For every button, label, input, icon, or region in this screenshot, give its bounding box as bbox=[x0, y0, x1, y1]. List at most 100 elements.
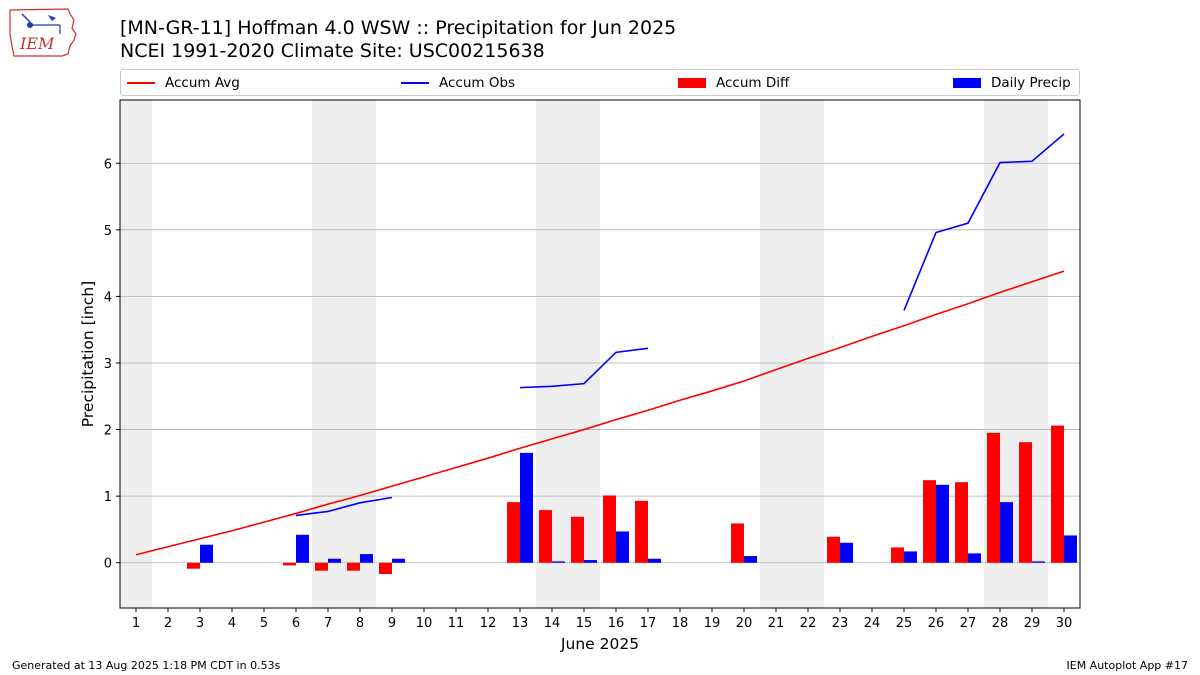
accum-diff-bar bbox=[827, 536, 840, 563]
weekend-band bbox=[760, 100, 792, 608]
accum-diff-bar bbox=[1051, 425, 1064, 563]
x-axis-label: June 2025 bbox=[560, 635, 639, 653]
x-tick-label: 5 bbox=[260, 616, 268, 631]
daily-precip-bar bbox=[360, 554, 373, 563]
x-tick-label: 21 bbox=[768, 616, 785, 631]
daily-precip-bar bbox=[1000, 502, 1013, 563]
x-axis: 1 2 3 4 5 6 7 8 9 10 11 12 13 14 15 16 17 18 19 20 21 22 23 24 2… bbox=[132, 608, 1072, 631]
legend-swatch-accum-diff bbox=[678, 77, 706, 88]
daily-precip-bar bbox=[584, 560, 597, 563]
y-tick-label: 0 bbox=[104, 557, 112, 572]
x-tick-label: 26 bbox=[928, 616, 945, 631]
accum-diff-bar bbox=[283, 562, 296, 566]
legend-label-daily-precip: Daily Precip bbox=[991, 74, 1071, 91]
grid-lines bbox=[120, 162, 1080, 564]
legend-item-daily-precip: Daily Precip bbox=[953, 70, 1071, 95]
x-tick-label: 18 bbox=[672, 616, 689, 631]
x-tick-label: 28 bbox=[992, 616, 1009, 631]
bar-series bbox=[187, 425, 1077, 575]
accum-diff-bar bbox=[571, 516, 584, 563]
accum-diff-bar bbox=[315, 562, 328, 571]
y-tick-label: 4 bbox=[104, 290, 112, 305]
legend-swatch-accum-avg bbox=[127, 81, 155, 84]
accum-diff-bar bbox=[507, 502, 520, 563]
x-tick-label: 14 bbox=[544, 616, 561, 631]
weekend-band bbox=[120, 100, 152, 608]
accum-diff-bar bbox=[347, 562, 360, 571]
svg-text:IEM: IEM bbox=[19, 34, 55, 53]
daily-precip-bar bbox=[968, 553, 981, 563]
accum-diff-bar bbox=[987, 432, 1000, 563]
y-axis: 0 1 2 3 4 5 6 bbox=[104, 157, 120, 572]
y-tick-label: 2 bbox=[104, 424, 112, 439]
x-tick-label: 30 bbox=[1056, 616, 1073, 631]
daily-precip-bar bbox=[1064, 535, 1077, 563]
daily-precip-bar bbox=[200, 544, 213, 563]
legend-label-accum-obs: Accum Obs bbox=[439, 74, 516, 91]
weekend-band bbox=[344, 100, 376, 608]
plot-frame bbox=[119, 99, 1081, 609]
accum-obs-line bbox=[903, 133, 1065, 311]
daily-precip-bar bbox=[520, 452, 533, 563]
x-tick-label: 7 bbox=[324, 616, 332, 631]
app-credit: IEM Autoplot App #17 bbox=[1066, 659, 1189, 672]
accum-diff-bar bbox=[379, 562, 392, 575]
weekend-band bbox=[312, 100, 344, 608]
generated-timestamp: Generated at 13 Aug 2025 1:18 PM CDT in … bbox=[12, 659, 281, 672]
daily-precip-bar bbox=[296, 534, 309, 563]
legend-item-accum-avg: Accum Avg bbox=[127, 70, 240, 95]
accum-diff-bar bbox=[603, 495, 616, 563]
accum-obs-line bbox=[519, 347, 649, 389]
x-tick-label: 2 bbox=[164, 616, 172, 631]
daily-precip-bar bbox=[552, 561, 565, 563]
y-tick-label: 1 bbox=[104, 490, 112, 505]
y-tick-label: 3 bbox=[104, 357, 112, 372]
y-tick-label: 5 bbox=[104, 224, 112, 239]
x-tick-label: 1 bbox=[132, 616, 140, 631]
x-tick-label: 13 bbox=[512, 616, 529, 631]
accum-diff-bar bbox=[731, 523, 744, 563]
legend-item-accum-obs: Accum Obs bbox=[401, 70, 515, 95]
x-tick-label: 8 bbox=[356, 616, 364, 631]
daily-precip-bar bbox=[1032, 561, 1045, 563]
accum-diff-bar bbox=[1019, 442, 1032, 563]
x-tick-label: 6 bbox=[292, 616, 300, 631]
x-tick-label: 11 bbox=[448, 616, 465, 631]
accum-diff-bar bbox=[955, 482, 968, 563]
x-tick-label: 17 bbox=[640, 616, 657, 631]
x-tick-label: 10 bbox=[416, 616, 433, 631]
legend-label-accum-diff: Accum Diff bbox=[716, 74, 790, 91]
accum-diff-bar bbox=[539, 510, 552, 563]
daily-precip-bar bbox=[840, 542, 853, 563]
x-tick-label: 27 bbox=[960, 616, 977, 631]
daily-precip-bar bbox=[744, 556, 757, 563]
legend-label-accum-avg: Accum Avg bbox=[165, 74, 240, 91]
iem-logo: IEM bbox=[8, 6, 80, 60]
x-tick-label: 29 bbox=[1024, 616, 1041, 631]
x-tick-label: 22 bbox=[800, 616, 817, 631]
accum-obs-line bbox=[295, 496, 393, 517]
accum-diff-bar bbox=[635, 500, 648, 563]
legend-item-accum-diff: Accum Diff bbox=[678, 70, 789, 95]
legend-swatch-daily-precip bbox=[953, 77, 981, 88]
accum-avg-line bbox=[135, 270, 1065, 556]
daily-precip-bar bbox=[392, 558, 405, 563]
x-tick-label: 4 bbox=[228, 616, 236, 631]
daily-precip-bar bbox=[936, 484, 949, 563]
accum-diff-bar bbox=[891, 547, 904, 563]
x-tick-label: 16 bbox=[608, 616, 625, 631]
daily-precip-bar bbox=[648, 558, 661, 563]
line-series bbox=[135, 133, 1065, 556]
x-tick-label: 25 bbox=[896, 616, 913, 631]
chart-subtitle: NCEI 1991-2020 Climate Site: USC00215638 bbox=[120, 40, 545, 62]
x-tick-label: 3 bbox=[196, 616, 204, 631]
x-tick-label: 19 bbox=[704, 616, 721, 631]
legend-swatch-accum-obs bbox=[401, 81, 429, 84]
daily-precip-bar bbox=[616, 531, 629, 563]
y-tick-label: 6 bbox=[104, 157, 112, 172]
x-tick-label: 15 bbox=[576, 616, 593, 631]
x-tick-label: 20 bbox=[736, 616, 753, 631]
y-axis-label: Precipitation [inch] bbox=[79, 281, 97, 427]
x-tick-label: 9 bbox=[388, 616, 396, 631]
